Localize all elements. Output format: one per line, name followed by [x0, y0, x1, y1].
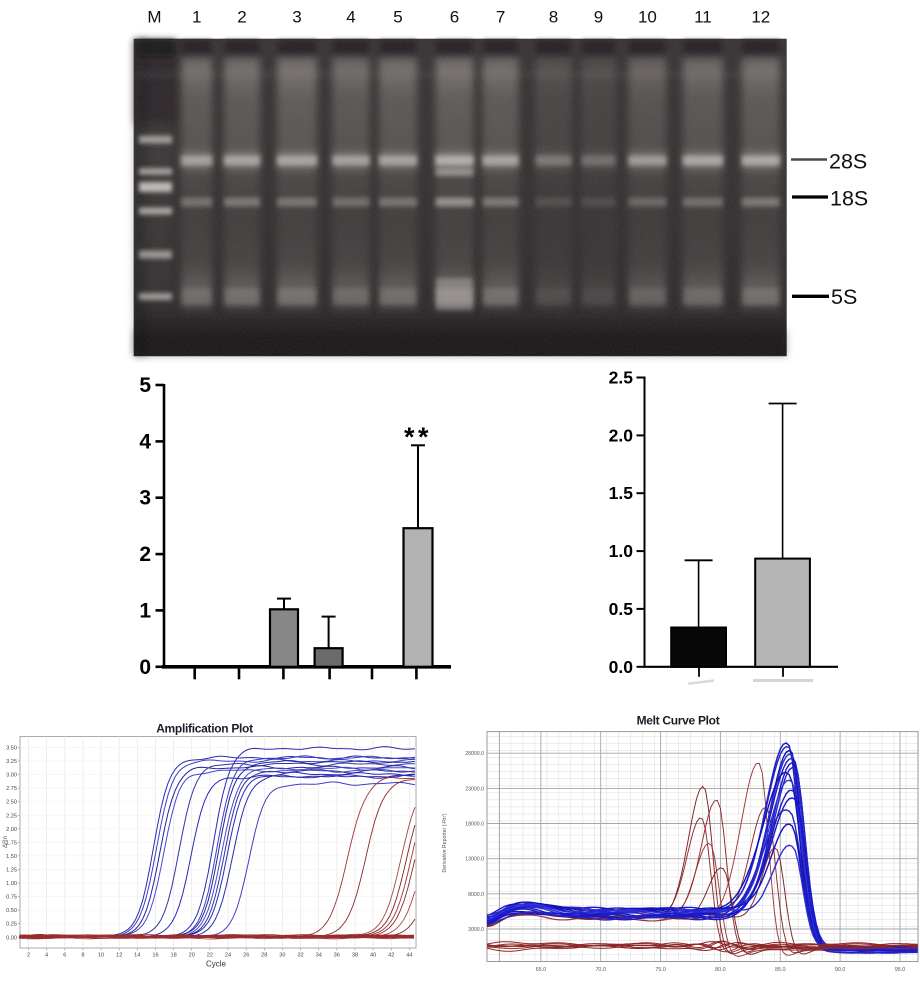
svg-text:0.75: 0.75	[6, 895, 17, 901]
svg-text:1: 1	[139, 599, 151, 622]
svg-text:2.5: 2.5	[609, 368, 634, 388]
svg-text:3.50: 3.50	[6, 746, 17, 752]
svg-text:Derivative Reporter (-Rn′): Derivative Reporter (-Rn′)	[442, 813, 448, 872]
svg-text:1: 1	[192, 8, 201, 27]
svg-text:20: 20	[189, 953, 195, 959]
svg-text:0.5: 0.5	[609, 599, 634, 619]
svg-text:42: 42	[388, 953, 394, 959]
svg-text:34: 34	[316, 953, 322, 959]
svg-text:2.0: 2.0	[609, 425, 634, 445]
svg-text:M: M	[147, 8, 161, 27]
svg-text:28S: 28S	[829, 150, 867, 174]
svg-text:3: 3	[139, 487, 151, 510]
svg-text:2.00: 2.00	[6, 827, 17, 833]
svg-text:0: 0	[139, 656, 151, 679]
svg-text:36: 36	[334, 953, 340, 959]
svg-text:26: 26	[243, 953, 249, 959]
svg-text:40: 40	[370, 953, 376, 959]
svg-text:1.0: 1.0	[609, 541, 634, 561]
svg-text:6: 6	[63, 953, 66, 959]
svg-text:95.0: 95.0	[895, 967, 906, 973]
svg-text:2.50: 2.50	[6, 800, 17, 806]
svg-text:65.0: 65.0	[536, 967, 547, 973]
svg-text:2.75: 2.75	[6, 786, 17, 792]
svg-text:5S: 5S	[831, 285, 857, 309]
svg-text:90.0: 90.0	[835, 967, 846, 973]
svg-text:Amplification Plot: Amplification Plot	[156, 721, 253, 735]
svg-text:0.25: 0.25	[6, 922, 17, 928]
svg-text:44: 44	[406, 953, 412, 959]
svg-text:2.25: 2.25	[6, 813, 17, 819]
svg-text:0.00: 0.00	[6, 935, 17, 941]
svg-text:5: 5	[393, 8, 402, 27]
svg-text:80.0: 80.0	[715, 967, 726, 973]
svg-text:18S: 18S	[830, 187, 868, 211]
svg-text:ΔRn: ΔRn	[3, 836, 9, 848]
svg-text:8000.0: 8000.0	[468, 892, 484, 898]
svg-text:4: 4	[346, 8, 355, 27]
svg-text:6: 6	[450, 8, 459, 27]
svg-text:Melt Curve Plot: Melt Curve Plot	[637, 714, 720, 728]
svg-text:**: **	[404, 422, 432, 452]
svg-text:8: 8	[549, 8, 558, 27]
svg-text:75.0: 75.0	[655, 967, 666, 973]
svg-text:3: 3	[292, 8, 301, 27]
svg-text:3000.0: 3000.0	[468, 927, 484, 933]
svg-text:24: 24	[225, 953, 231, 959]
svg-text:2: 2	[27, 953, 30, 959]
svg-text:3.25: 3.25	[6, 759, 17, 765]
svg-text:1.5: 1.5	[609, 483, 634, 503]
svg-text:18000.0: 18000.0	[465, 822, 484, 828]
svg-text:8: 8	[81, 953, 84, 959]
svg-text:32: 32	[297, 953, 303, 959]
svg-text:70.0: 70.0	[595, 967, 606, 973]
svg-text:16: 16	[152, 953, 158, 959]
svg-text:12: 12	[751, 8, 770, 27]
svg-text:30: 30	[279, 953, 285, 959]
svg-text:85.0: 85.0	[775, 967, 786, 973]
svg-text:2: 2	[139, 543, 151, 566]
svg-text:1.75: 1.75	[6, 840, 17, 846]
svg-text:23000.0: 23000.0	[465, 786, 484, 792]
svg-text:1.00: 1.00	[6, 881, 17, 887]
svg-text:4: 4	[45, 953, 48, 959]
svg-text:11: 11	[694, 8, 712, 27]
svg-text:28000.0: 28000.0	[465, 751, 484, 757]
svg-text:1.50: 1.50	[6, 854, 17, 860]
svg-text:4: 4	[139, 430, 151, 453]
svg-text:10: 10	[638, 8, 657, 27]
svg-text:2: 2	[237, 8, 246, 27]
svg-text:13000.0: 13000.0	[465, 857, 484, 863]
svg-text:9: 9	[594, 8, 603, 27]
svg-text:12: 12	[116, 953, 122, 959]
svg-text:1.25: 1.25	[6, 868, 17, 874]
svg-text:0.0: 0.0	[609, 657, 634, 677]
svg-text:22: 22	[207, 953, 213, 959]
svg-text:0.50: 0.50	[6, 908, 17, 914]
svg-text:10: 10	[98, 953, 104, 959]
svg-text:5: 5	[139, 374, 151, 397]
svg-text:18: 18	[170, 953, 176, 959]
svg-text:Cycle: Cycle	[206, 960, 227, 969]
svg-text:3.00: 3.00	[6, 773, 17, 779]
svg-text:28: 28	[261, 953, 267, 959]
svg-text:38: 38	[352, 953, 358, 959]
svg-text:7: 7	[496, 8, 505, 27]
svg-text:14: 14	[134, 953, 140, 959]
